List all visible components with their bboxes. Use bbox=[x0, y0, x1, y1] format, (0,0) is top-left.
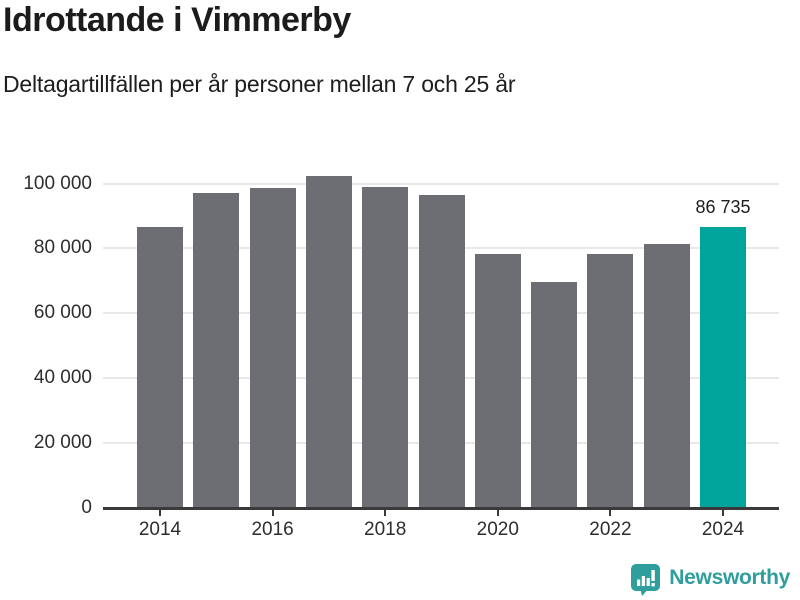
newsworthy-logo[interactable]: Newsworthy bbox=[630, 561, 790, 597]
x-tick-label: 2018 bbox=[364, 519, 407, 540]
x-tick bbox=[271, 510, 274, 516]
bar-chart-plot-area: 2014 2016 2018 2020 2022 2024 86 735 bbox=[103, 170, 779, 540]
gridline bbox=[103, 182, 779, 185]
x-tick bbox=[159, 510, 161, 516]
x-tick-label: 2022 bbox=[589, 519, 632, 540]
x-tick-label: 2020 bbox=[476, 519, 519, 540]
x-tick bbox=[384, 510, 387, 516]
bar bbox=[137, 226, 183, 508]
bar bbox=[643, 243, 690, 508]
x-tick bbox=[722, 510, 724, 516]
x-tick-label: 2014 bbox=[138, 519, 182, 540]
bar bbox=[418, 194, 465, 508]
chart-title: Idrottande i Vimmerby bbox=[3, 1, 351, 39]
bar bbox=[305, 176, 352, 508]
x-tick bbox=[609, 510, 612, 516]
newsworthy-bubble-chart-icon bbox=[631, 563, 661, 596]
highlight-bar-value-label: 86 735 bbox=[695, 196, 751, 217]
bar-highlight bbox=[700, 226, 746, 508]
y-tick-label: 40 000 bbox=[33, 367, 92, 389]
x-axis-line bbox=[103, 507, 779, 510]
x-tick-label: 2016 bbox=[251, 519, 294, 540]
x-tick bbox=[496, 510, 499, 516]
y-tick-label: 0 bbox=[81, 497, 92, 518]
bar bbox=[249, 188, 296, 508]
y-tick-label: 100 000 bbox=[23, 172, 92, 194]
y-tick-label: 60 000 bbox=[33, 302, 92, 324]
bar bbox=[531, 282, 578, 508]
bar bbox=[193, 193, 240, 508]
bar bbox=[362, 186, 409, 508]
bar bbox=[587, 253, 634, 508]
x-tick-label: 2024 bbox=[701, 519, 745, 540]
y-tick-label: 20 000 bbox=[33, 432, 92, 454]
bar bbox=[474, 253, 521, 508]
chart-subtitle: Deltagartillfällen per år personer mella… bbox=[3, 71, 516, 97]
y-axis-labels: 0 20 000 40 000 60 000 80 000 100 000 bbox=[0, 170, 92, 519]
newsworthy-wordmark: Newsworthy bbox=[669, 565, 790, 589]
y-tick-label: 80 000 bbox=[33, 237, 92, 259]
